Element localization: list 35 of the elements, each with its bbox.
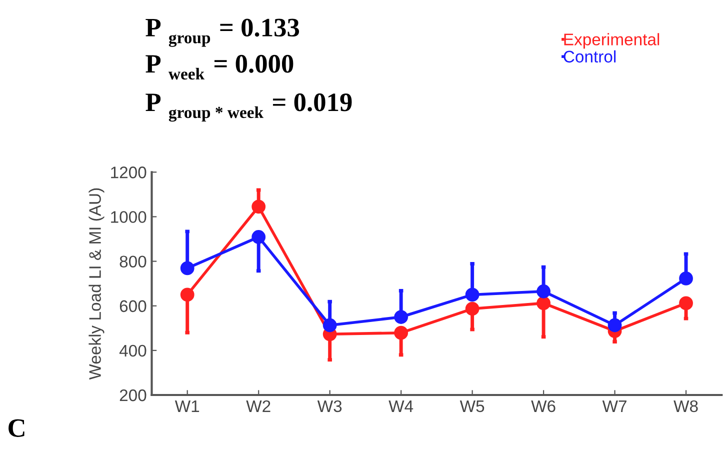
x-tick-label: W6 <box>531 400 556 412</box>
y-tick-label: 200 <box>120 389 146 402</box>
x-tick-label: W4 <box>388 400 414 412</box>
x-tick-label: W7 <box>602 400 626 412</box>
y-tick-label: 1000 <box>111 211 146 223</box>
point <box>608 318 622 332</box>
legend-label: Experimental <box>564 33 660 49</box>
y-tick-label: 400 <box>119 344 146 357</box>
point <box>536 296 550 310</box>
point <box>679 272 693 286</box>
point <box>679 296 693 310</box>
point <box>465 302 480 316</box>
point <box>252 200 266 214</box>
y-tick-label: 800 <box>120 256 146 268</box>
point <box>465 288 480 302</box>
x-tick-label: W5 <box>460 400 484 412</box>
point <box>394 310 408 324</box>
point <box>180 288 194 302</box>
y-tick-label: 600 <box>120 300 146 312</box>
x-tick-label: W3 <box>317 400 342 412</box>
point <box>536 284 550 298</box>
point <box>322 318 337 332</box>
legend-label: Control <box>564 50 616 63</box>
text: P group * week = 0.019 <box>146 93 352 122</box>
text: P week = 0.000 <box>146 54 294 80</box>
x-tick-label: W1 <box>174 400 200 412</box>
x-tick-label: W2 <box>246 400 270 412</box>
text: C <box>8 419 24 437</box>
point <box>252 230 266 244</box>
point <box>180 261 194 276</box>
point <box>394 326 408 340</box>
y-tick-label: 1200 <box>111 166 146 178</box>
text: P group = 0.133 <box>146 18 300 47</box>
y-axis-title: Weekly Load LI & MI (AU) <box>88 188 104 380</box>
x-tick-label: W8 <box>674 400 698 412</box>
